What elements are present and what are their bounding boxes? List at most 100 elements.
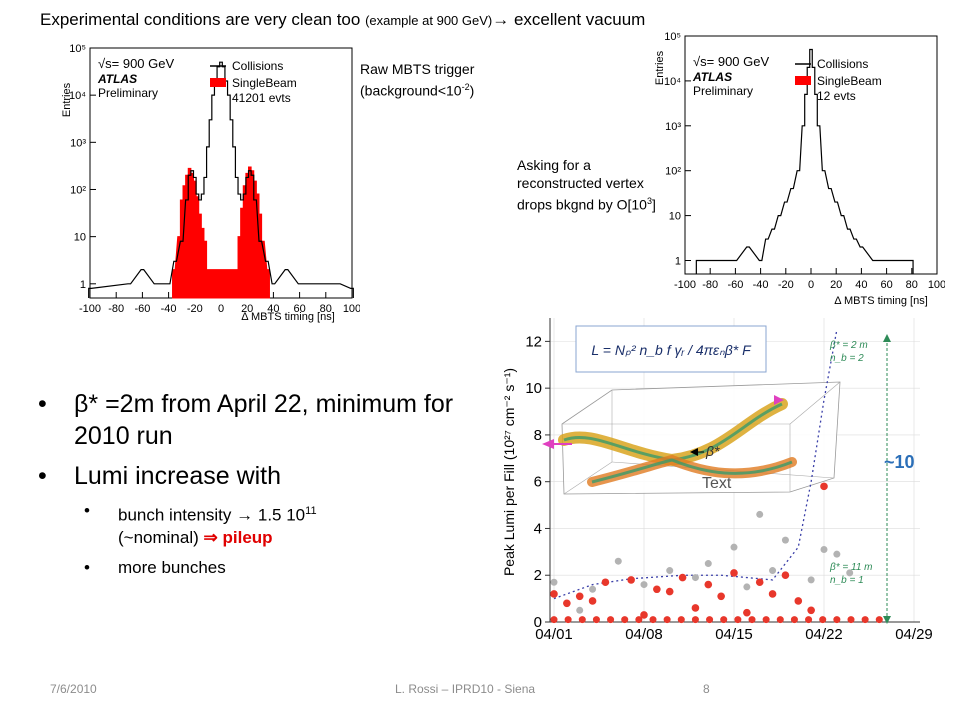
bullet-list: β* =2m from April 22, minimum for 2010 r… <box>38 388 492 587</box>
left-xtick-label: -80 <box>108 303 124 315</box>
lumi-point-zero <box>805 616 813 624</box>
bullet-lumi: Lumi increase with <box>38 460 492 492</box>
left-legend-experiment: ATLAS <box>97 72 137 86</box>
right-ytick-label: 10³ <box>665 121 681 133</box>
text-placeholder: Text <box>702 475 732 492</box>
left-ytick-label: 10⁴ <box>69 90 86 102</box>
footer-date: 7/6/2010 <box>50 682 97 696</box>
right-xtick-label: -20 <box>778 279 794 291</box>
right-legend-energy: √s= 900 GeV <box>693 54 769 69</box>
note-raw-line1: Raw MBTS trigger <box>360 61 475 77</box>
lumi-point-red <box>678 573 687 582</box>
right-ytick-label: 10⁵ <box>664 31 681 43</box>
lumi-xtick-label: 04/01 <box>535 626 573 642</box>
lumi-ytick-label: 8 <box>534 427 542 444</box>
right-xtick-label: 20 <box>830 279 842 291</box>
note-raw-post: ) <box>469 82 475 99</box>
sub2-text: more bunches <box>118 557 226 577</box>
right-legend-singlebeam-swatch <box>795 76 811 85</box>
left-xtick-label: -40 <box>161 303 177 315</box>
right-ytick-label: 10 <box>669 211 681 223</box>
left-collisions-series <box>88 61 354 298</box>
left-legend-energy: √s= 900 GeV <box>98 56 174 71</box>
lumi-point-red <box>653 585 661 594</box>
left-frame <box>89 47 353 299</box>
right-legend-singlebeam: SingleBeam <box>817 74 882 88</box>
left-legend-events: 41201 evts <box>232 91 291 105</box>
left-xtick-label: 100 <box>343 303 360 315</box>
lumi-point-zero <box>635 616 643 624</box>
lumi-point-red <box>627 576 635 584</box>
lumi-point-zero <box>677 616 685 624</box>
lumi-point-gray <box>846 569 854 577</box>
lumi-point-gray <box>781 536 789 544</box>
lumi-point-gray <box>769 567 777 575</box>
right-xtick-label: 40 <box>855 279 867 291</box>
right-xtick-label: 100 <box>928 279 945 291</box>
beta-symbol: β <box>74 390 89 418</box>
lumi-point-red <box>807 606 815 615</box>
left-singlebeam-series <box>172 166 270 299</box>
lumi-point-zero <box>875 616 883 624</box>
left-ylabel: Entries <box>61 82 73 117</box>
note-vertex-sup: 3 <box>646 196 652 206</box>
lumi-chart: 0 2 4 6 8 10 12 04/01 04/08 04/15 04/22 04/29 Peak… <box>492 312 932 642</box>
right-ytick-label: 1 <box>675 255 681 267</box>
lumi-point-zero <box>607 616 615 624</box>
lumi-xtick-label: 04/22 <box>805 626 843 642</box>
annotation-top-nb: n_b = 2 <box>830 353 864 364</box>
lumi-fit-curve <box>553 329 838 600</box>
lumi-point-gray <box>576 606 584 614</box>
sub1-arrow: → <box>236 505 254 525</box>
bullet-lumi-text: Lumi increase with <box>74 462 282 490</box>
note-vertex-post: ] <box>652 196 656 213</box>
lumi-point-gray <box>614 557 622 565</box>
lumi-point-zero <box>734 616 742 624</box>
left-xtick-label: -20 <box>187 303 203 315</box>
annotation-bottom-beta: β* = 11 m <box>829 562 873 573</box>
left-ytick-label: 1 <box>80 279 86 291</box>
left-ytick-label: 10² <box>70 184 86 196</box>
right-xtick-label: -40 <box>753 279 769 291</box>
right-legend-collisions: Collisions <box>817 57 868 71</box>
subbullet-bunches: more bunches <box>84 557 492 579</box>
formula-box <box>575 325 767 373</box>
lumi-point-zero <box>550 616 558 624</box>
lumi-point-red <box>794 597 803 605</box>
lumi-point-red <box>640 611 648 619</box>
right-xtick-label: -100 <box>674 279 696 291</box>
lumi-ytick-label: 12 <box>525 333 542 350</box>
lumi-point-red <box>575 592 584 601</box>
lumi-point-zero <box>720 616 728 624</box>
left-histogram: 1 10 10² 10³ 10⁴ 10⁵ -100 -80 -60 -40 -20 0 20 40 60 8… <box>61 43 360 323</box>
lumi-point-red <box>665 587 674 596</box>
left-legend-status: Preliminary <box>98 86 158 100</box>
lumi-formula: L = Nₚ² n_b f γᵣ / 4πεₙβ* F <box>591 342 752 358</box>
left-xtick-label: 60 <box>293 303 305 315</box>
sub1-nominal: (~nominal) <box>118 527 204 547</box>
lumi-xtick-label: 04/29 <box>895 626 932 642</box>
lumi-ytick-label: 6 <box>534 474 542 491</box>
lumi-point-zero <box>706 616 714 624</box>
note-raw-sup: -2 <box>461 82 470 92</box>
left-xtick-label: 40 <box>267 303 279 315</box>
lumi-ytick-label: 2 <box>534 567 542 584</box>
lumi-point-gray <box>807 576 815 584</box>
note-vertex-text: Asking for a reconstructed vertex drops … <box>517 157 647 213</box>
right-xtick-label: 0 <box>808 279 814 291</box>
right-legend-events: 12 evts <box>817 89 856 103</box>
right-xtick-label: -80 <box>702 279 718 291</box>
title-small: (example at 900 GeV) <box>365 13 493 28</box>
note-raw-trigger: Raw MBTS trigger (background<10-2) <box>360 60 530 100</box>
lumi-point-red <box>768 590 777 598</box>
left-legend-collisions: Collisions <box>232 59 283 73</box>
annotation-top-beta: β* = 2 m <box>829 340 868 351</box>
left-legend-singlebeam: SingleBeam <box>232 76 297 90</box>
right-xlabel: Δ MBTS timing [ns] <box>834 295 928 307</box>
lumi-point-zero <box>649 616 657 624</box>
lumi-point-red <box>588 597 597 605</box>
lumi-xtick-label: 04/08 <box>625 626 663 642</box>
left-ytick-label: 10³ <box>70 137 86 149</box>
right-histogram: 1 10 10² 10³ 10⁴ 10⁵ -100 -80 -60 -40 -20 0 20 40 60 8… <box>654 31 945 307</box>
beam-arrow-left <box>542 439 554 449</box>
